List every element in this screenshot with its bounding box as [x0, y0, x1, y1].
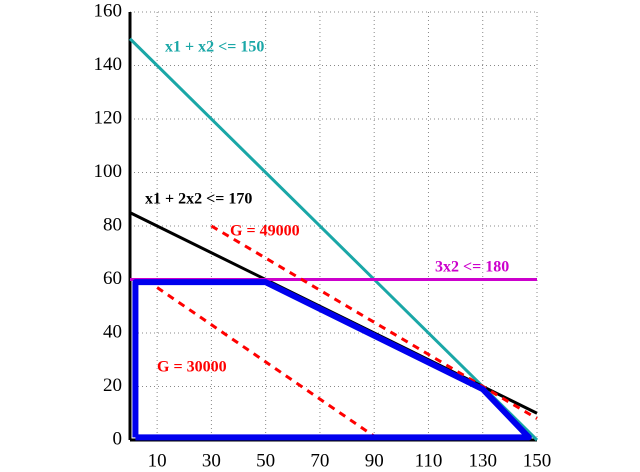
x-tick-label: 30 [202, 450, 221, 471]
line-label: G = 49000 [230, 223, 300, 240]
line-label: x1 + 2x2 <= 170 [145, 191, 252, 208]
y-tick-label: 80 [103, 214, 122, 235]
y-tick-label: 20 [103, 375, 122, 396]
x-tick-label: 50 [256, 450, 275, 471]
x-tick-label: 10 [148, 450, 167, 471]
x-tick-label: 70 [310, 450, 329, 471]
y-tick-label: 100 [94, 161, 123, 182]
y-tick-label: 60 [103, 268, 122, 289]
x-tick-label: 130 [468, 450, 497, 471]
x-tick-label: 110 [415, 450, 443, 471]
y-tick-label: 120 [94, 107, 123, 128]
y-tick-label: 40 [103, 321, 122, 342]
line-label: 3x2 <= 180 [435, 259, 509, 276]
constraint-line [156, 286, 381, 442]
x-tick-label: 150 [523, 450, 552, 471]
feasible-region [132, 279, 532, 441]
line-label: x1 + x2 <= 150 [165, 39, 264, 56]
x-tick-label: 90 [365, 450, 384, 471]
y-tick-label: 140 [94, 54, 123, 75]
line-label: G = 30000 [157, 359, 227, 376]
y-tick-label: 160 [94, 0, 123, 21]
y-tick-label: 0 [113, 428, 123, 449]
constraint-line [128, 37, 539, 442]
